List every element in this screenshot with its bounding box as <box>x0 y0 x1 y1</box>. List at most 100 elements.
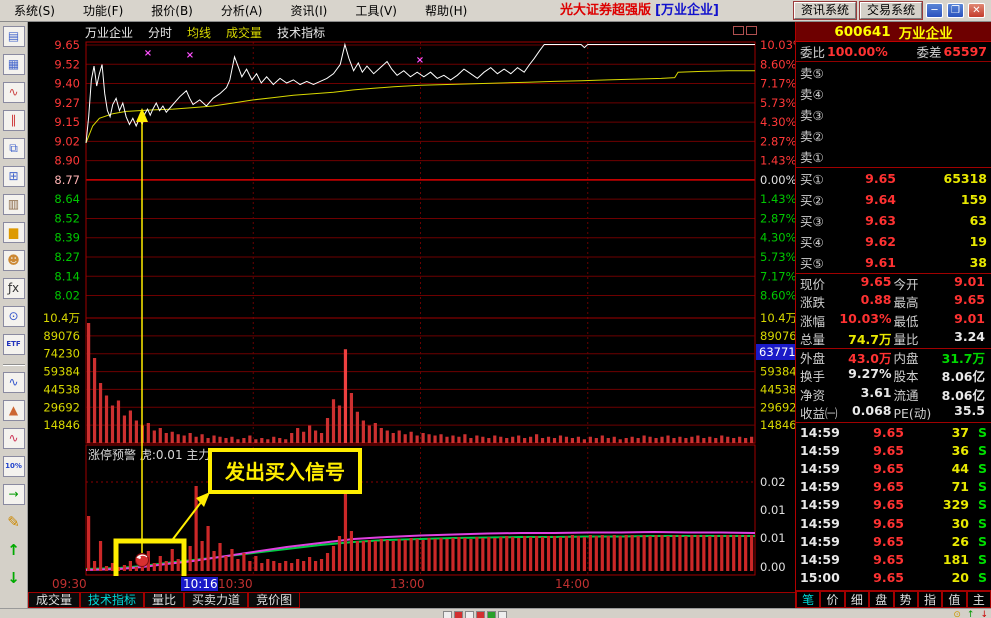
indicator-chart-icon[interactable]: ∿ <box>2 428 25 449</box>
indicator-axis-label: 0.00 <box>760 560 786 574</box>
quote-tab-笔[interactable]: 笔 <box>796 591 821 608</box>
search-page-icon[interactable]: ⊙ <box>2 306 25 327</box>
volume-bar <box>355 411 359 443</box>
level-volume: 159 <box>960 192 987 207</box>
time-axis-label: 10:16 <box>183 577 218 591</box>
price-axis-label: 9.40 <box>54 77 80 91</box>
buy-level-row[interactable]: 买④ 9.62 19 <box>796 231 991 252</box>
tick-time: 14:59 <box>800 479 840 495</box>
indicator-bar <box>409 538 413 571</box>
arrow-up-icon[interactable]: ↑ <box>7 541 20 559</box>
buy-level-row[interactable]: 买① 9.65 65318 <box>796 168 991 189</box>
volume-bar <box>660 436 664 443</box>
restore-button[interactable]: ❐ <box>947 3 964 18</box>
info-system-button[interactable]: 资讯系统 <box>792 1 857 20</box>
pages-icon[interactable]: ⧉ <box>2 138 25 159</box>
menu-item-分[interactable]: 分析(A) <box>220 3 263 18</box>
quote-table-icon[interactable]: ▦ <box>2 54 25 75</box>
close-button[interactable]: ✕ <box>968 3 985 18</box>
menu-item-资[interactable]: 资讯(I) <box>290 3 328 18</box>
volume-bar <box>278 438 282 443</box>
window-title: 光大证券超强版 [万业企业] <box>560 0 719 22</box>
indicator-bar <box>212 551 216 571</box>
chart-view-3[interactable]: 技术指标 <box>277 26 326 40</box>
indicator-bar <box>397 539 401 571</box>
sell-level-row[interactable]: 卖④ <box>796 83 991 104</box>
quote-tab-主[interactable]: 主 <box>966 591 991 608</box>
chart-tab-成交量[interactable]: 成交量 <box>28 593 81 608</box>
chart-tab-买卖力道[interactable]: 买卖力道 <box>184 593 249 608</box>
chart-tab-量比[interactable]: 量比 <box>144 593 185 608</box>
level-label: 买② <box>800 193 824 208</box>
trade-system-button[interactable]: 交易系统 <box>858 1 924 20</box>
multi-window-icon[interactable]: ⊞ <box>2 166 25 187</box>
volume-bar <box>439 434 443 443</box>
buy-level-row[interactable]: 买② 9.64 159 <box>796 189 991 210</box>
chart-view-0[interactable]: 分时 <box>148 26 173 40</box>
indicator-bar <box>463 538 467 571</box>
volume-bar <box>254 439 258 443</box>
info-label: 收益㈠ <box>800 406 838 422</box>
chart-tab-竞价图[interactable]: 竞价图 <box>248 593 301 608</box>
quote-tab-细[interactable]: 细 <box>844 591 870 608</box>
sell-level-row[interactable]: 卖① <box>796 146 991 167</box>
quote-tab-价[interactable]: 价 <box>820 591 845 608</box>
quote-tab-势[interactable]: 势 <box>893 591 918 608</box>
indicator-bar <box>415 539 419 571</box>
volume-axis-label: 44538 <box>43 382 80 396</box>
users-icon[interactable]: ☻☻ <box>2 250 25 271</box>
kline-icon[interactable]: ∥ <box>2 110 25 131</box>
wave-icon[interactable]: ∿ <box>2 372 25 393</box>
sell-level-row[interactable]: 卖② <box>796 125 991 146</box>
indicator-bar <box>337 536 342 571</box>
volume-bar <box>451 435 455 443</box>
buy-level-row[interactable]: 买③ 9.63 63 <box>796 210 991 231</box>
volume-bar <box>373 423 377 443</box>
mountain-chart-icon[interactable]: ▲ <box>2 400 25 421</box>
percent-icon[interactable]: 10% <box>2 456 25 477</box>
menu-item-报[interactable]: 报价(B) <box>151 3 193 18</box>
quote-tab-盘[interactable]: 盘 <box>869 591 894 608</box>
menu-item-系[interactable]: 系统(S) <box>14 3 55 18</box>
report-icon[interactable]: ▤ <box>2 26 25 47</box>
quote-tab-指[interactable]: 指 <box>917 591 943 608</box>
menu-item-功[interactable]: 功能(F) <box>82 3 124 18</box>
volume-axis-label: 10.4万 <box>43 311 80 325</box>
indicator-bar <box>600 535 604 571</box>
menu-item-帮[interactable]: 帮助(H) <box>424 3 468 18</box>
pencil-icon[interactable]: ✎ <box>7 513 20 531</box>
etf-icon[interactable]: ETF <box>2 334 25 355</box>
sell-level-row[interactable]: 卖⑤ <box>796 62 991 83</box>
status-up-icon: ↑ <box>966 610 975 618</box>
volume-bar <box>248 435 252 443</box>
volume-bar <box>600 435 604 443</box>
volume-bar <box>750 436 754 443</box>
buy-level-row[interactable]: 买⑤ 9.61 38 <box>796 252 991 273</box>
price-axis-label: 8.77 <box>54 173 80 187</box>
minimize-button[interactable]: ─ <box>926 3 943 18</box>
menu-item-工[interactable]: 工具(V) <box>355 3 397 18</box>
status-square <box>498 611 508 618</box>
quote-tab-值[interactable]: 值 <box>942 591 967 608</box>
exit-door-icon[interactable]: → <box>2 484 25 505</box>
pct-axis-label: 5.73% <box>760 96 795 110</box>
chart-view-1[interactable]: 均线 <box>187 26 212 40</box>
sell-level-row[interactable]: 卖③ <box>796 104 991 125</box>
info-row: 总量 74.7万 量比 3.24 <box>796 329 991 349</box>
volume-bar <box>475 435 479 443</box>
info-cell: 量比 3.24 <box>894 329 988 348</box>
page-setup-icon[interactable]: ▥ <box>2 194 25 215</box>
formula-icon[interactable]: ƒx <box>2 278 25 299</box>
volume-bar <box>403 434 407 443</box>
indicator-bar <box>278 563 282 571</box>
window-split-icon[interactable] <box>733 26 757 35</box>
volume-bar <box>242 438 246 443</box>
arrow-down-icon[interactable]: ↓ <box>7 569 20 587</box>
chart-view-2[interactable]: 成交量 <box>226 26 263 40</box>
app-title-context: [万业企业] <box>655 3 719 18</box>
gold-icon[interactable]: ▆ <box>2 222 25 243</box>
pct-axis-label: 2.87% <box>760 134 795 148</box>
chart-tab-技术指标[interactable]: 技术指标 <box>80 593 145 608</box>
volume-bar <box>463 434 467 443</box>
trend-line-icon[interactable]: ∿ <box>2 82 25 103</box>
